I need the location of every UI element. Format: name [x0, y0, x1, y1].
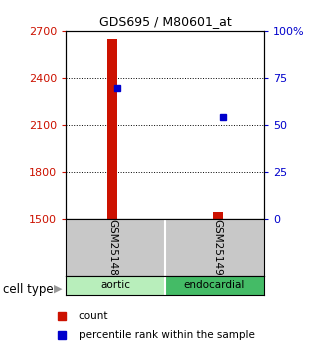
- Text: percentile rank within the sample: percentile rank within the sample: [79, 330, 255, 340]
- Text: GSM25148: GSM25148: [107, 219, 117, 276]
- Bar: [213, 213, 223, 219]
- Text: endocardial: endocardial: [184, 280, 245, 290]
- Title: GDS695 / M80601_at: GDS695 / M80601_at: [99, 16, 231, 29]
- Text: count: count: [79, 311, 108, 321]
- Text: GSM25149: GSM25149: [213, 219, 223, 276]
- Bar: [107, 39, 117, 219]
- Text: aortic: aortic: [101, 280, 130, 290]
- Text: ▶: ▶: [53, 284, 62, 294]
- Text: cell type: cell type: [3, 283, 54, 296]
